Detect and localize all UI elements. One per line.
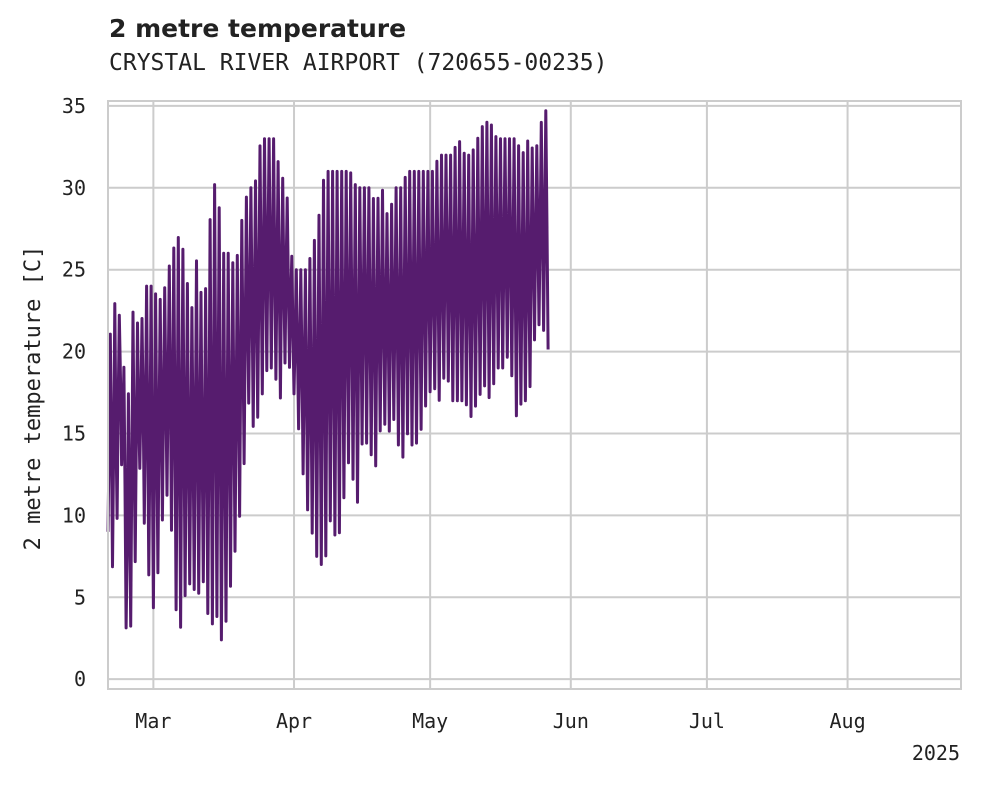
y-tick-label: 0	[74, 667, 86, 691]
y-tick-label: 5	[74, 585, 86, 609]
y-axis-label: 2 metre temperature [C]	[21, 246, 46, 551]
year-label: 2025	[912, 741, 960, 765]
x-tick-label: Jul	[689, 709, 725, 733]
series-layer	[106, 109, 550, 642]
y-tick-label: 20	[62, 340, 86, 364]
x-tick-label: Mar	[135, 709, 171, 733]
chart-title: 2 metre temperature	[109, 14, 407, 43]
chart-subtitle: CRYSTAL RIVER AIRPORT (720655-00235)	[109, 50, 608, 76]
x-tick-label: Jun	[553, 709, 589, 733]
y-tick-labels: 0 5 10 15 20 25 30 35	[62, 94, 86, 691]
y-tick-label: 10	[62, 503, 86, 527]
x-tick-label: Aug	[830, 709, 866, 733]
y-tick-label: 30	[62, 176, 86, 200]
temperature-series-line	[106, 109, 550, 642]
y-tick-label: 15	[62, 421, 86, 445]
plot-frame	[107, 100, 962, 690]
x-tick-label: May	[412, 709, 448, 733]
y-tick-label: 25	[62, 258, 86, 282]
y-tick-label: 35	[62, 94, 86, 118]
x-tick-label: Apr	[276, 709, 312, 733]
x-tick-labels: Mar Apr May Jun Jul Aug	[135, 709, 865, 733]
